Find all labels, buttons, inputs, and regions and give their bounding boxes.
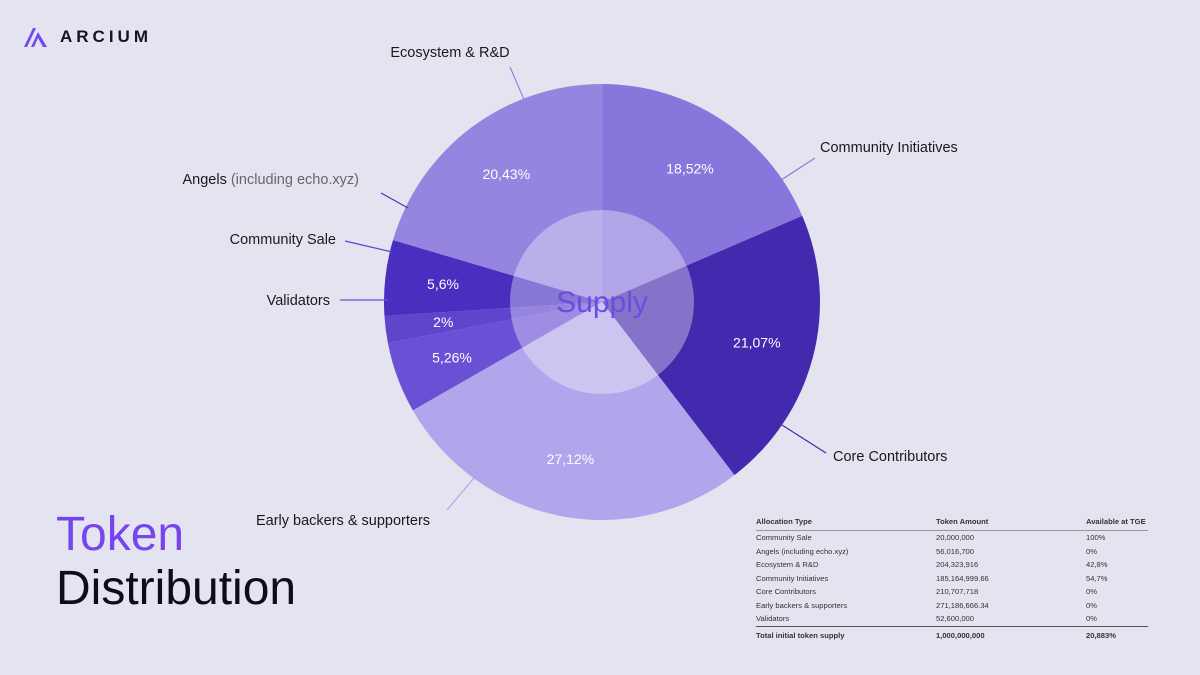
allocation-table: Allocation Type Token Amount Available a… [756,517,1148,642]
table-cell: 0% [1086,600,1097,610]
table-row: Angels (including echo.xyz) 56,016,700 0% [756,545,1148,559]
table-cell: 52,600,000 [936,614,975,623]
page-title: Token Distribution [56,508,296,616]
table-cell: 210,707,718 [936,587,979,596]
category-label-ecosystem-r-d: Ecosystem & R&D [390,45,509,61]
category-label-angels: Angels (including echo.xyz) [182,172,359,188]
leader-line [777,157,816,183]
table-cell: 42,8% [1086,560,1108,569]
table-cell: Community Sale [756,533,812,542]
table-cell: Total initial token supply [756,625,936,642]
table-cell: 185,164,999.66 [936,573,989,583]
table-row: Community Initiatives 185,164,999.66 54,7% [756,572,1148,586]
pie-slice-community-initiatives [602,84,803,302]
table-row: Early backers & supporters 271,186,666.34… [756,599,1148,613]
table-cell: 0% [1086,546,1097,556]
column-header: Token Amount [936,517,1086,531]
slice-value-label: 2% [433,314,453,330]
table-row: Ecosystem & R&D 204,323,916 42,8% [756,558,1148,572]
table-row: Core Contributors 210,707,718 0% [756,585,1148,599]
table-cell: 1,000,000,000 [936,625,1086,642]
pie-slice-community-sale [384,302,602,344]
table-cell: Ecosystem & R&D [756,560,819,569]
column-header: Available at TGE [1086,517,1148,531]
leader-line [781,424,827,454]
category-label-community-initiatives: Community Initiatives [820,140,958,156]
table-cell: 0% [1086,614,1097,623]
pie-slice-core-contributors [602,215,820,476]
title-line-1: Token [56,508,185,561]
slice-value-label: 18,52% [666,160,713,176]
slice-value-label: 21,07% [733,335,780,351]
pie-slice-validators [387,302,602,411]
table-cell: 204,323,916 [936,560,979,569]
table-cell: 271,186,666.34 [936,600,989,610]
category-label-community-sale: Community Sale [230,232,336,248]
table-header-row: Allocation Type Token Amount Available a… [756,517,1148,531]
pie-slice-ecosystem-r-d [392,83,603,302]
category-label-validators: Validators [267,293,330,309]
table-cell: 20,883% [1086,625,1148,642]
table-row: Community Sale 20,000,000 100% [756,531,1148,545]
table-cell: 54,7% [1086,573,1108,583]
table-cell: Angels (including echo.xyz) [756,546,849,556]
table-cell: 100% [1086,533,1106,542]
table-cell: 0% [1086,587,1097,596]
arcium-logo-icon [24,28,47,47]
table-cell: 20,000,000 [936,533,975,542]
title-line-2: Distribution [56,561,297,615]
table-cell: 56,016,700 [936,546,975,556]
table-cell: Validators [756,614,790,623]
column-header: Allocation Type [756,517,936,531]
pie-slice-angels [383,240,602,316]
center-disc [510,210,694,394]
slice-value-label: 27,12% [547,451,594,467]
leader-line [509,66,527,105]
leader-line [380,192,409,209]
brand-name: ARCIUM [60,27,152,46]
category-label-core-contributors: Core Contributors [833,449,947,465]
table-cell: Community Initiatives [756,573,829,583]
table-row: Validators 52,600,000 0% [756,612,1148,626]
table-cell: Early backers & supporters [756,600,848,610]
brand: ARCIUM [22,26,152,48]
slice-value-label: 5,6% [427,276,459,292]
slice-value-label: 5,26% [432,350,472,366]
category-label-early-backers-supporters: Early backers & supporters [256,513,430,529]
center-label: Supply [556,286,648,319]
leader-line [344,240,393,253]
table-total-row: Total initial token supply 1,000,000,000 2… [756,625,1148,642]
leader-line [446,477,475,511]
slice-value-label: 20,43% [483,166,530,182]
pie-slice-early-backers-supporters [412,302,735,521]
table-cell: Core Contributors [756,587,816,596]
